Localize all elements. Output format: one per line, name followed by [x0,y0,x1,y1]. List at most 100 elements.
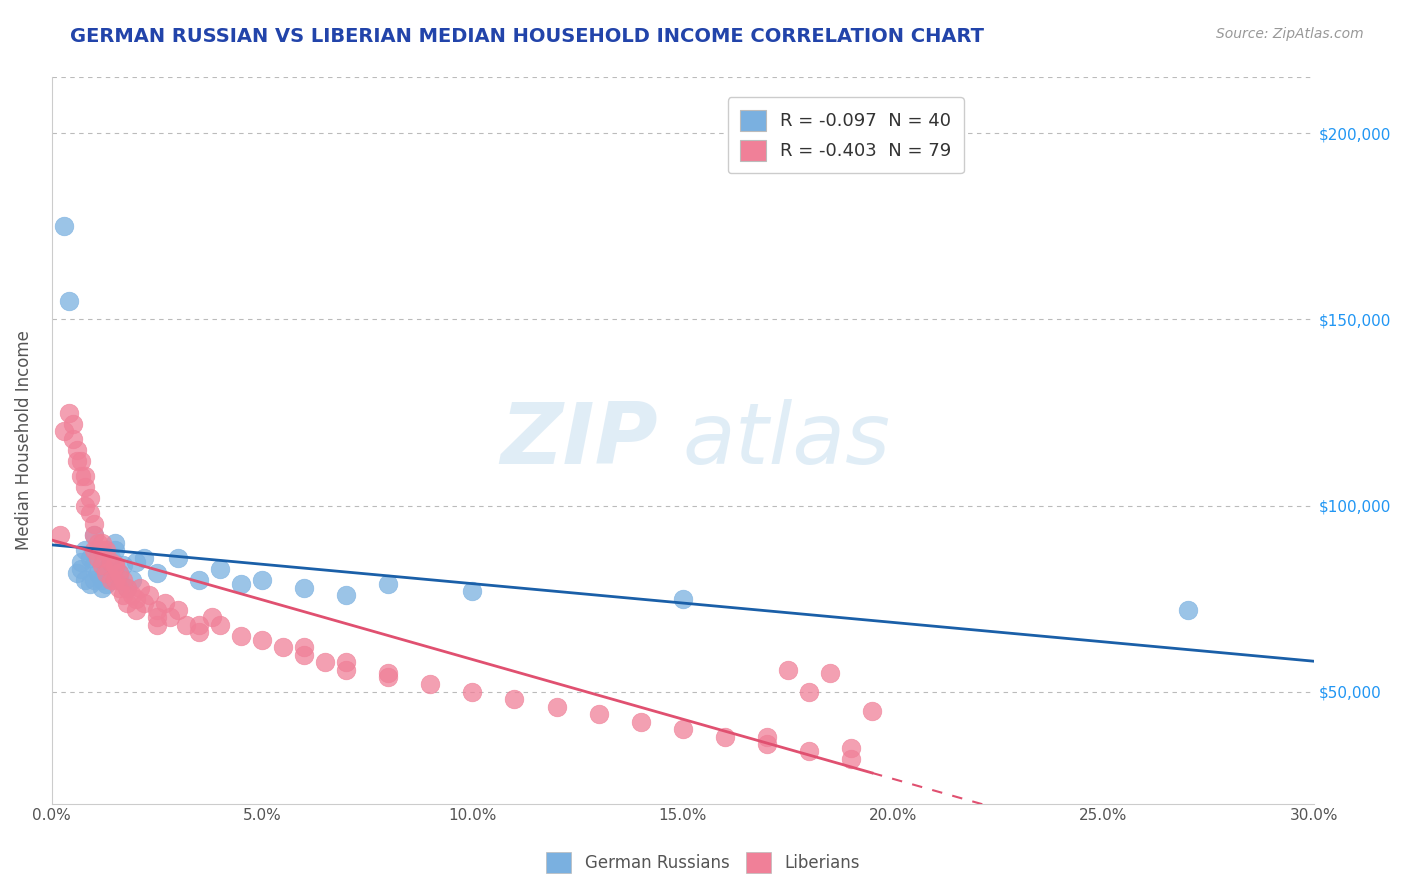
Point [70,562,93,576]
Point [159,610,181,624]
Point [314,655,336,669]
Point [797,685,820,699]
Point [100,550,122,565]
Point [66,442,89,457]
Point [335,588,357,602]
Point [176,618,198,632]
Point [839,740,862,755]
Text: atlas: atlas [683,399,891,482]
Point [271,640,294,655]
Point [53,219,76,234]
Point [461,584,484,599]
Point [672,722,695,736]
Point [776,663,799,677]
Point [292,640,315,655]
Point [250,632,273,647]
Point [70,555,93,569]
Point [125,555,148,569]
Point [112,573,135,587]
Point [79,506,101,520]
Point [461,685,484,699]
Point [70,469,93,483]
Point [108,573,131,587]
Point [83,558,105,573]
Legend: R = -0.097  N = 40, R = -0.403  N = 79: R = -0.097 N = 40, R = -0.403 N = 79 [728,97,965,173]
Point [104,536,127,550]
Point [134,550,156,565]
Point [797,744,820,758]
Point [146,603,169,617]
Point [75,480,97,494]
Point [100,573,122,587]
Point [87,566,110,580]
Point [292,648,315,662]
Point [588,707,610,722]
Point [125,603,148,617]
Point [83,573,105,587]
Point [91,581,114,595]
Point [62,432,84,446]
Point [755,737,778,751]
Point [188,618,211,632]
Point [62,417,84,431]
Y-axis label: Median Household Income: Median Household Income [15,331,32,550]
Point [108,581,131,595]
Text: ZIP: ZIP [501,399,658,482]
Point [419,677,441,691]
Point [87,543,110,558]
Point [377,670,399,684]
Point [335,655,357,669]
Text: Source: ZipAtlas.com: Source: ZipAtlas.com [1216,27,1364,41]
Point [377,666,399,681]
Point [860,704,883,718]
Point [167,603,190,617]
Point [75,469,97,483]
Point [121,573,143,587]
Point [96,566,118,580]
Point [75,573,97,587]
Point [188,573,211,587]
Point [201,610,224,624]
Point [112,588,135,602]
Point [112,558,135,573]
Point [91,543,114,558]
Point [250,573,273,587]
Point [66,454,89,468]
Point [208,562,231,576]
Point [335,663,357,677]
Point [75,543,97,558]
Point [87,536,110,550]
Point [117,595,139,609]
Point [546,699,568,714]
Point [108,566,131,580]
Point [108,566,131,580]
Point [87,550,110,565]
Point [53,424,76,438]
Point [117,581,139,595]
Point [292,581,315,595]
Point [58,406,80,420]
Point [121,588,143,602]
Point [96,577,118,591]
Point [70,454,93,468]
Point [117,581,139,595]
Text: GERMAN RUSSIAN VS LIBERIAN MEDIAN HOUSEHOLD INCOME CORRELATION CHART: GERMAN RUSSIAN VS LIBERIAN MEDIAN HOUSEH… [70,27,984,45]
Point [83,528,105,542]
Point [125,591,148,606]
Point [377,577,399,591]
Point [79,491,101,506]
Point [66,566,89,580]
Point [146,618,169,632]
Point [58,293,80,308]
Point [167,550,190,565]
Point [104,558,127,573]
Point [91,558,114,573]
Point [818,666,841,681]
Point [83,528,105,542]
Point [134,595,156,609]
Point [138,588,160,602]
Point [155,595,177,609]
Point [630,714,652,729]
Point [79,550,101,565]
Point [229,577,252,591]
